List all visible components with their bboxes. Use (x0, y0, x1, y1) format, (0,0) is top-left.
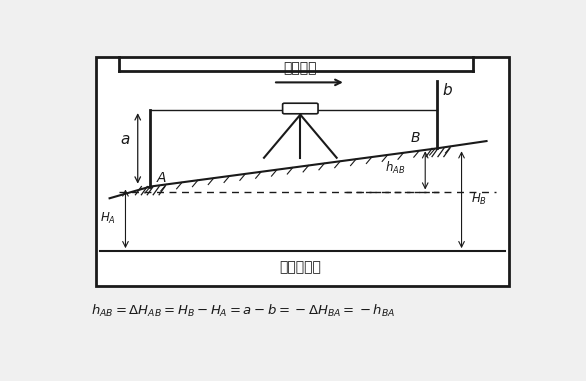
Text: $A$: $A$ (156, 171, 167, 185)
Text: $H_A$: $H_A$ (100, 211, 117, 226)
Text: $b$: $b$ (442, 82, 453, 98)
Text: 前进方向: 前进方向 (284, 61, 317, 75)
Text: 大地水准面: 大地水准面 (280, 260, 321, 274)
Text: $B$: $B$ (410, 131, 421, 146)
Text: $h_{AB} = \Delta H_{AB} = H_B - H_A = a - b = -\Delta H_{BA} = -h_{BA}$: $h_{AB} = \Delta H_{AB} = H_B - H_A = a … (91, 303, 396, 319)
FancyBboxPatch shape (282, 103, 318, 114)
Text: $h_{AB}$: $h_{AB}$ (384, 159, 405, 176)
Bar (96, 58, 509, 286)
Text: $a$: $a$ (120, 132, 131, 147)
Text: $H_B$: $H_B$ (471, 192, 486, 207)
